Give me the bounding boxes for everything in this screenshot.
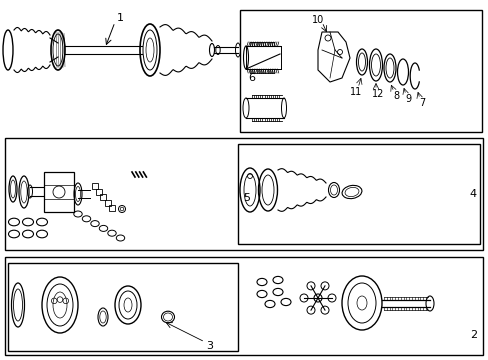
- Circle shape: [53, 186, 65, 198]
- Bar: [240, 10, 481, 132]
- Bar: [238, 144, 479, 244]
- Bar: [108, 205, 115, 211]
- Bar: [5, 257, 482, 355]
- Text: 4: 4: [469, 189, 476, 199]
- Text: 9: 9: [404, 94, 410, 104]
- Text: 3: 3: [206, 341, 213, 351]
- Bar: [96, 189, 102, 194]
- Text: 2: 2: [469, 330, 476, 340]
- Text: 1: 1: [116, 13, 123, 23]
- Text: 6: 6: [248, 73, 255, 83]
- Bar: [100, 194, 106, 200]
- Text: 8: 8: [392, 91, 398, 101]
- Bar: [8, 263, 238, 351]
- Bar: [5, 138, 482, 250]
- Bar: [104, 199, 110, 206]
- Text: 10: 10: [311, 15, 324, 25]
- Bar: [245, 46, 281, 69]
- Text: 7: 7: [418, 98, 424, 108]
- Text: 5: 5: [243, 193, 249, 203]
- Text: 12: 12: [371, 89, 384, 99]
- Bar: [92, 183, 98, 189]
- Bar: [44, 172, 74, 212]
- Text: 11: 11: [349, 87, 362, 97]
